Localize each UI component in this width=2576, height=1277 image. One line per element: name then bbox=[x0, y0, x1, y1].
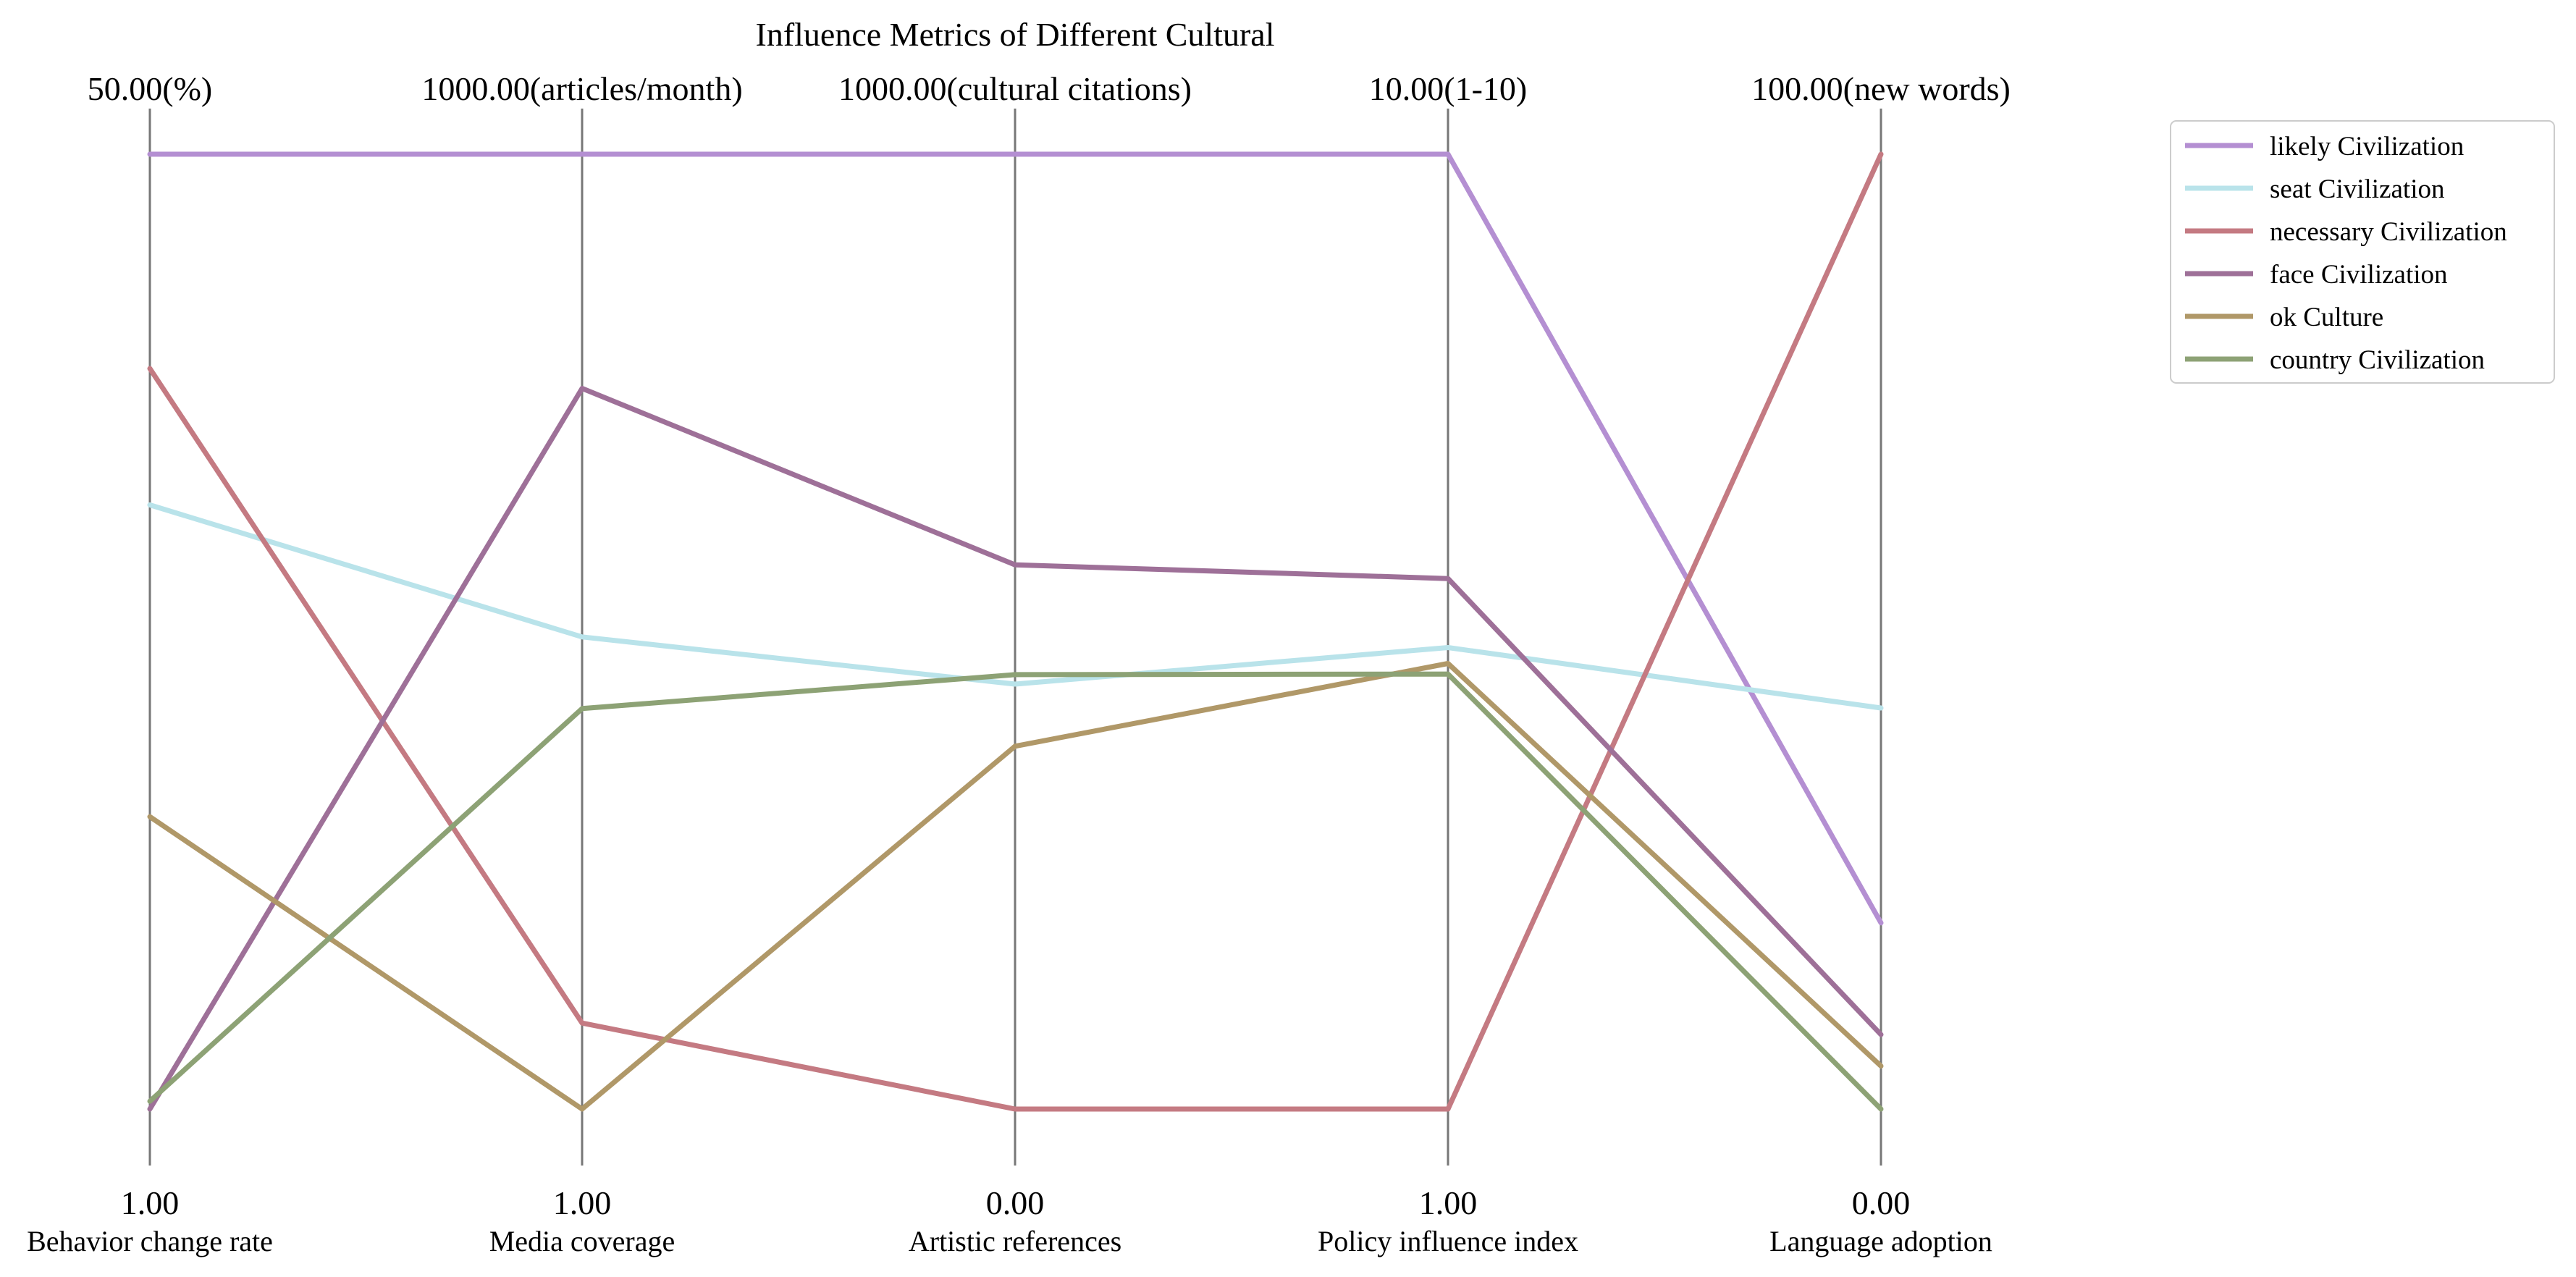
series-line-country-civilization bbox=[147, 671, 1884, 1112]
legend-items: likely Civilization seat Civilization nece… bbox=[2185, 132, 2507, 375]
axis-max-label-language-adoption: 100.00(new words) bbox=[1751, 70, 2011, 107]
legend: likely Civilization seat Civilization nece… bbox=[2170, 120, 2555, 384]
legend-label-necessary-civilization: necessary Civilization bbox=[2270, 217, 2507, 247]
axis-name-artistic-references: Artistic references bbox=[909, 1225, 1121, 1257]
axes-layer: 50.00(%) 1.00 Behavior change rate 1000.00(… bbox=[27, 70, 2011, 1257]
legend-label-ok-culture: ok Culture bbox=[2270, 303, 2383, 332]
chart-title: Influence Metrics of Different Cultural bbox=[756, 16, 1275, 53]
series-line-necessary-civilization bbox=[147, 151, 1884, 1112]
legend-label-country-civilization: country Civilization bbox=[2270, 345, 2485, 375]
axis-min-label-artistic-references: 0.00 bbox=[986, 1184, 1045, 1221]
axis-name-behavior-change-rate: Behavior change rate bbox=[27, 1225, 273, 1257]
legend-frame bbox=[2170, 120, 2555, 384]
axis-max-label-behavior-change-rate: 50.00(%) bbox=[88, 70, 212, 107]
series-lines bbox=[147, 151, 1884, 1112]
legend-label-face-civilization: face Civilization bbox=[2270, 260, 2448, 290]
series-line-ok-culture bbox=[147, 661, 1884, 1112]
axis-max-label-artistic-references: 1000.00(cultural citations) bbox=[838, 70, 1192, 107]
axis-name-language-adoption: Language adoption bbox=[1769, 1225, 1992, 1257]
series-line-seat-civilization bbox=[147, 502, 1884, 711]
axis-min-label-language-adoption: 0.00 bbox=[1852, 1184, 1911, 1221]
legend-label-seat-civilization: seat Civilization bbox=[2270, 174, 2444, 204]
series-line-face-civilization bbox=[147, 386, 1884, 1112]
legend-label-likely-civilization: likely Civilization bbox=[2270, 132, 2464, 161]
series-line-likely-civilization bbox=[147, 151, 1884, 926]
axis-min-label-media-coverage: 1.00 bbox=[553, 1184, 612, 1221]
axis-min-label-policy-influence-index: 1.00 bbox=[1419, 1184, 1478, 1221]
axis-max-label-media-coverage: 1000.00(articles/month) bbox=[421, 70, 742, 107]
axis-max-label-policy-influence-index: 10.00(1-10) bbox=[1369, 70, 1527, 107]
axis-name-media-coverage: Media coverage bbox=[489, 1225, 675, 1257]
axis-name-policy-influence-index: Policy influence index bbox=[1318, 1225, 1578, 1257]
axis-min-label-behavior-change-rate: 1.00 bbox=[121, 1184, 180, 1221]
